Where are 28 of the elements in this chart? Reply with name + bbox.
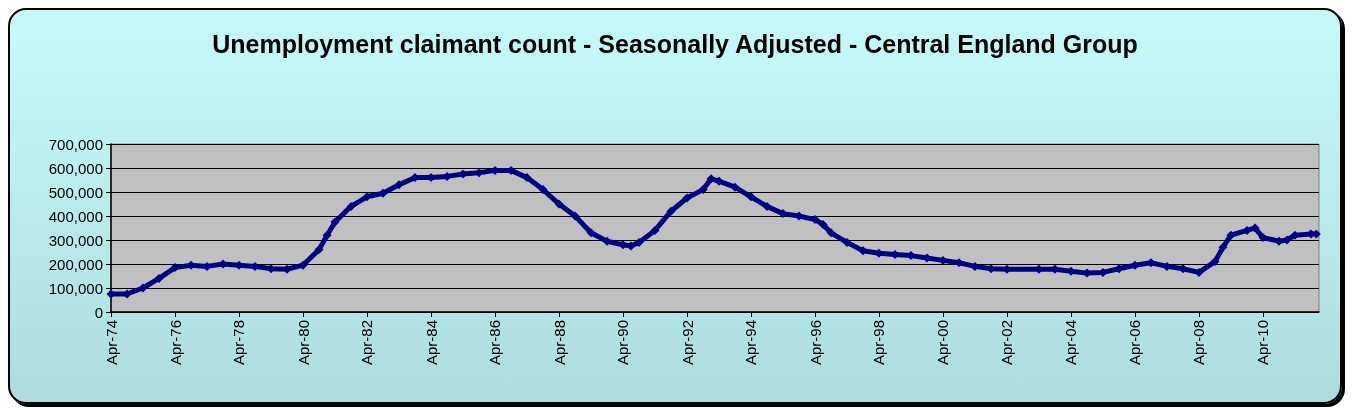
x-tick-label: Apr-84: [422, 320, 440, 366]
x-tick-label: Apr-00: [934, 320, 952, 366]
x-tick-label: Apr-82: [358, 320, 376, 366]
x-tick-label: Apr-88: [550, 320, 568, 366]
y-tick-label: 300,000: [48, 231, 103, 249]
x-tick-label: Apr-10: [1254, 320, 1272, 366]
y-tick-label: 200,000: [48, 255, 103, 273]
x-tick-label: Apr-74: [102, 320, 120, 366]
x-tick-label: Apr-76: [166, 320, 184, 366]
chart-title: Unemployment claimant count - Seasonally Adjusted - Central England Group: [212, 30, 1138, 58]
y-tick-label: 100,000: [48, 279, 103, 297]
x-tick-label: Apr-04: [1062, 320, 1080, 366]
x-tick-label: Apr-96: [806, 320, 824, 366]
y-tick-label: 0: [94, 303, 103, 321]
x-tick-label: Apr-78: [230, 320, 248, 366]
y-tick-label: 400,000: [48, 207, 103, 225]
x-tick-label: Apr-02: [998, 320, 1016, 366]
x-tick-label: Apr-08: [1190, 320, 1208, 366]
y-tick-label: 600,000: [48, 159, 103, 177]
x-tick-label: Apr-86: [486, 320, 504, 366]
x-tick-label: Apr-06: [1126, 320, 1144, 366]
x-tick-label: Apr-98: [870, 320, 888, 366]
x-tick-label: Apr-90: [614, 320, 632, 366]
x-tick-label: Apr-94: [742, 320, 760, 366]
x-tick-label: Apr-92: [678, 320, 696, 366]
x-tick-label: Apr-80: [294, 320, 312, 366]
y-tick-label: 500,000: [48, 183, 103, 201]
y-tick-label: 700,000: [48, 135, 103, 153]
